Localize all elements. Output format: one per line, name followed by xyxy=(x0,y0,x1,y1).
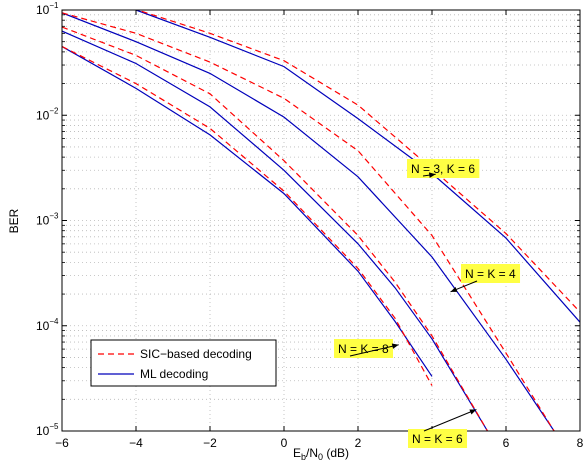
y-tick-label: 10−4 xyxy=(36,317,59,333)
annotation-box xyxy=(408,429,468,448)
annotation: N = K = 8 xyxy=(334,339,399,358)
ml-line-n-k-8 xyxy=(62,45,433,377)
y-tick-labels: 10−5 10−4 10−3 10−2 10−1 xyxy=(36,1,580,438)
sic-line-n-k-4 xyxy=(62,12,555,431)
annotation-box xyxy=(461,264,521,283)
annotation-arrow xyxy=(349,344,399,357)
annotation: N = 3, K = 6 xyxy=(407,159,480,178)
annotations: N = 3, K = 6 N = K = 4 N = K = 8 N = K = 6 xyxy=(334,159,521,448)
x-tick-label: −6 xyxy=(55,436,69,450)
annotation-label: N = K = 4 xyxy=(465,267,516,281)
y-tick-label: 10−5 xyxy=(36,422,59,438)
annotation: N = K = 6 xyxy=(408,409,477,448)
x-tick-label: 2 xyxy=(355,436,362,450)
y-tick-label: 10−1 xyxy=(36,1,59,17)
annotation-label: N = K = 8 xyxy=(338,342,389,356)
x-tick-labels: −6−4−202468 xyxy=(55,10,584,450)
legend-ml-label: ML decoding xyxy=(140,367,208,381)
y-axis-label: BER xyxy=(7,208,21,233)
x-axis-label: Eb/N0 (dB) xyxy=(293,446,349,462)
annotation-label: N = 3, K = 6 xyxy=(411,162,475,176)
x-tick-label: −4 xyxy=(129,436,143,450)
legend-box xyxy=(90,339,277,387)
annotation-box xyxy=(407,159,480,178)
x-tick-label: 8 xyxy=(577,436,584,450)
y-tick-label: 10−3 xyxy=(36,212,59,228)
annotation-box xyxy=(334,339,394,358)
x-tick-label: −2 xyxy=(203,436,217,450)
annotation-arrow xyxy=(423,409,477,432)
ml-line-n-3-k-6 xyxy=(135,10,580,323)
sic-line-n-3-k-6 xyxy=(62,10,580,313)
annotation-arrowhead xyxy=(428,172,436,178)
ml-line-n-k-4 xyxy=(62,12,555,431)
legend-sic-label: SIC−based decoding xyxy=(140,347,252,361)
y-tick-label: 10−2 xyxy=(36,106,59,122)
sic-line-n-k-8 xyxy=(62,45,433,386)
annotation: N = K = 4 xyxy=(450,264,521,293)
ml-line-n-k-6 xyxy=(62,30,489,431)
annotation-label: N = K = 6 xyxy=(412,432,463,446)
x-tick-label: 6 xyxy=(503,436,510,450)
series-layer xyxy=(62,10,580,431)
sic-line-n-k-6 xyxy=(62,26,489,431)
annotation-arrowhead xyxy=(450,286,458,292)
legend: SIC−based decoding ML decoding xyxy=(90,339,277,387)
annotation-arrowhead xyxy=(469,409,477,415)
x-tick-label: 0 xyxy=(281,436,288,450)
annotation-arrowhead xyxy=(391,343,399,349)
